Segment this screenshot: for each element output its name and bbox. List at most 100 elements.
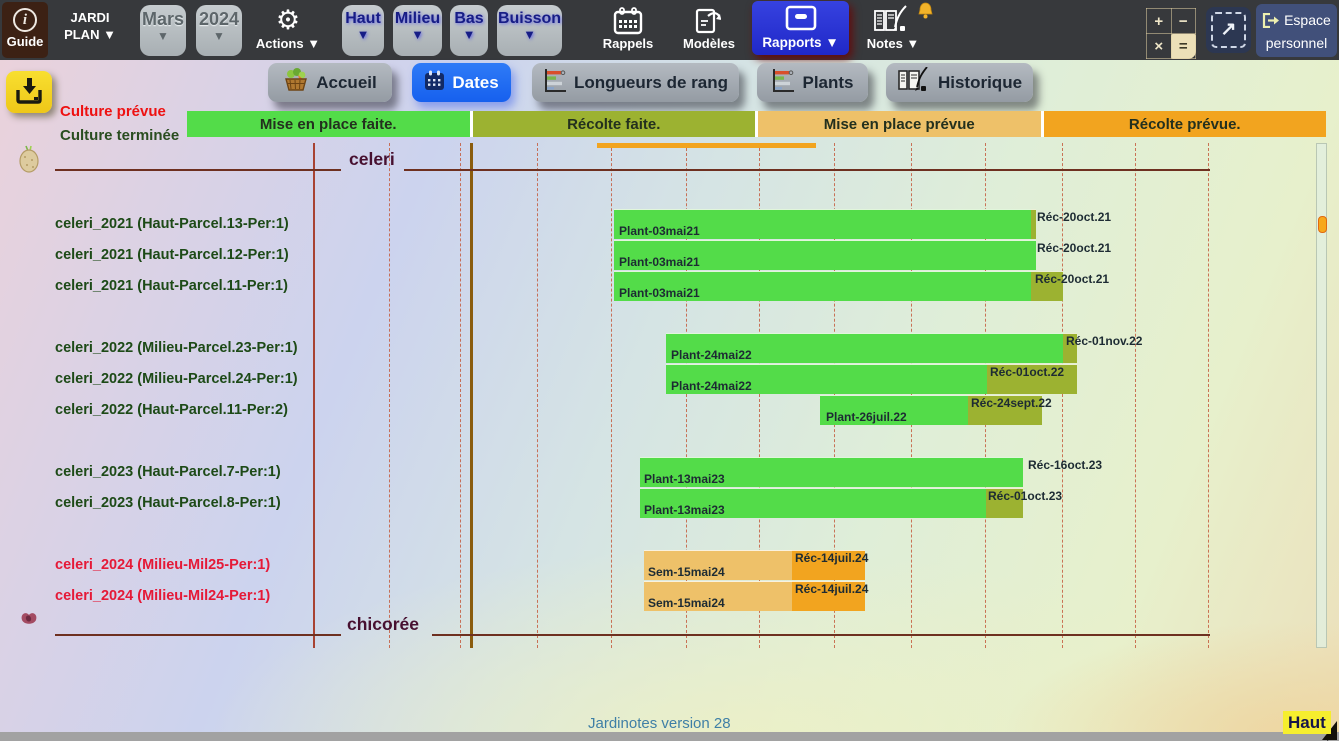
legend-item-mise-en-place-faite: Mise en place faite. [187, 111, 470, 137]
gantt-bar-segment[interactable] [1063, 333, 1077, 363]
actions-label: Actions ▼ [255, 36, 321, 51]
legend-culture-prevue: Culture prévue [60, 103, 166, 120]
bar-plant-date-label: Plant-13mai23 [644, 472, 725, 486]
chevron-down-icon: ▼ [356, 27, 370, 42]
bar-harvest-date-label: Réc-24sept.22 [971, 396, 1052, 410]
bar-plant-date-label: Plant-03mai21 [619, 286, 700, 300]
notes-book-quill-icon [873, 4, 913, 38]
gantt-bar-segment[interactable] [666, 364, 987, 394]
gantt-bar-segment[interactable] [614, 271, 1031, 301]
gantt-partial-bar[interactable] [597, 143, 816, 148]
gantt-row-label[interactable]: celeri_2024 (Milieu-Mil25-Per:1) [55, 557, 271, 573]
bar-plant-date-label: Sem-15mai24 [648, 565, 725, 579]
plan-dropdown: PLAN ▼ [64, 27, 116, 42]
month-label: Mars [141, 9, 185, 29]
zone-button-buisson[interactable]: Buisson ▼ [497, 5, 562, 56]
bar-plant-date-label: Plant-13mai23 [644, 503, 725, 517]
bar-harvest-date-label: Réc-01nov.22 [1066, 334, 1143, 348]
legend-bar: Mise en place faite. Récolte faite. Mise… [187, 111, 1326, 137]
tab-accueil[interactable]: Accueil [268, 63, 392, 102]
gantt-bar-segment[interactable] [640, 488, 986, 518]
calc-equals[interactable]: = [1170, 33, 1196, 59]
gantt-bar-segment[interactable] [968, 395, 1042, 425]
fullscreen-button[interactable]: ↗ [1206, 7, 1251, 53]
calculator-widget[interactable]: + − × = [1146, 8, 1196, 59]
exit-door-icon [1262, 12, 1284, 31]
bar-plant-date-label: Plant-03mai21 [619, 255, 700, 269]
gantt-row-label[interactable]: celeri_2022 (Milieu-Parcel.24-Per:1) [55, 371, 298, 387]
month-selector[interactable]: Mars ▼ [140, 5, 186, 56]
gantt-bar-segment[interactable] [986, 488, 1023, 518]
gantt-row-label[interactable]: celeri_2023 (Haut-Parcel.7-Per:1) [55, 464, 281, 480]
reminder-calendar-icon [597, 6, 659, 36]
plan-selector[interactable]: JARDI PLAN ▼ [58, 9, 122, 43]
expand-arrow-icon: ↗ [1211, 12, 1246, 48]
gantt-row-label[interactable]: celeri_2024 (Milieu-Mil24-Per:1) [55, 588, 271, 604]
gantt-bar-segment[interactable] [644, 550, 792, 580]
celeriac-icon [18, 145, 40, 178]
vertical-scrollbar-thumb[interactable] [1318, 216, 1327, 233]
gantt-bar-segment[interactable] [666, 333, 1063, 363]
gantt-row-label[interactable]: celeri_2021 (Haut-Parcel.13-Per:1) [55, 216, 289, 232]
zone-button-haut[interactable]: Haut ▼ [342, 5, 384, 56]
bar-plant-date-label: Plant-03mai21 [619, 224, 700, 238]
bar-harvest-date-label: Réc-14juil.24 [795, 551, 869, 565]
bar-plant-date-label: Plant-24mai22 [671, 379, 752, 393]
top-nav: i Guide JARDI PLAN ▼ Mars ▼ 2024 ▼ ⚙ Act… [0, 0, 1339, 60]
zone-button-bas[interactable]: Bas ▼ [450, 5, 488, 56]
chevron-down-icon: ▼ [462, 27, 476, 42]
modeles-button[interactable]: Modèles [674, 6, 744, 51]
horizontal-scrollbar[interactable] [0, 732, 1339, 741]
zone-label: Milieu [394, 10, 441, 27]
gantt-bar-segment[interactable] [614, 240, 1036, 270]
download-button[interactable] [6, 71, 52, 113]
gridline-month [1208, 143, 1209, 648]
gantt-row-label[interactable]: celeri_2021 (Haut-Parcel.11-Per:1) [55, 278, 288, 294]
group-label: chicorée [347, 614, 419, 634]
guide-label: Guide [6, 34, 44, 49]
legend-item-recolte-faite: Récolte faite. [472, 111, 755, 137]
gantt-bar-segment[interactable] [644, 581, 792, 611]
notes-menu[interactable]: Notes ▼ [860, 2, 933, 51]
tab-dates[interactable]: Dates [412, 63, 511, 102]
gantt-row-label[interactable]: celeri_2023 (Haut-Parcel.8-Per:1) [55, 495, 281, 511]
year-selector[interactable]: 2024 ▼ [196, 5, 242, 56]
gantt-row-label[interactable]: celeri_2022 (Milieu-Parcel.23-Per:1) [55, 340, 298, 356]
gantt-bar-segment[interactable] [792, 550, 865, 580]
vertical-scrollbar[interactable] [1316, 143, 1327, 648]
rappels-button[interactable]: Rappels [597, 6, 659, 51]
gantt-bar-segment[interactable] [640, 457, 1023, 487]
chicoree-icon [18, 610, 40, 633]
gantt-bar-segment[interactable] [820, 395, 968, 425]
info-icon: i [13, 8, 37, 32]
gantt-bar-segment[interactable] [614, 209, 1031, 239]
gantt-bar-segment[interactable] [1031, 209, 1036, 239]
actions-menu[interactable]: ⚙ Actions ▼ [252, 6, 324, 52]
guide-button[interactable]: i Guide [2, 2, 48, 58]
tab-historique[interactable]: Historique [886, 63, 1033, 102]
template-document-icon [674, 6, 744, 36]
gantt-row-label[interactable]: celeri_2022 (Haut-Parcel.11-Per:2) [55, 402, 288, 418]
app-version: Jardinotes version 28 [588, 715, 731, 732]
bar-harvest-date-label: Réc-20oct.21 [1037, 241, 1112, 255]
scroll-to-top-link[interactable]: Haut [1283, 711, 1331, 734]
gridline-month [611, 143, 612, 648]
calc-minus[interactable]: − [1170, 8, 1196, 34]
bell-icon [917, 2, 934, 23]
vegetable-basket-icon [283, 67, 309, 98]
gantt-bar-segment[interactable] [792, 581, 865, 611]
gantt-bar-segment[interactable] [987, 364, 1077, 394]
tab-plants[interactable]: Plants [757, 63, 868, 102]
bar-harvest-date-label: Réc-14juil.24 [795, 582, 869, 596]
zone-button-milieu[interactable]: Milieu ▼ [393, 5, 442, 56]
espace-personnel-button[interactable]: Espace personnel [1256, 4, 1337, 57]
rapports-menu[interactable]: Rapports ▼ [752, 1, 849, 55]
gridline-month [686, 143, 687, 648]
gantt-bar-segment[interactable] [1031, 271, 1063, 301]
zone-label: Haut [345, 10, 381, 27]
tab-label: Longueurs de rang [574, 72, 728, 92]
gantt-row-label[interactable]: celeri_2021 (Haut-Parcel.12-Per:1) [55, 247, 289, 263]
notes-label: Notes ▼ [866, 36, 920, 51]
tab-longueurs-de-rang[interactable]: Longueurs de rang [532, 63, 739, 102]
